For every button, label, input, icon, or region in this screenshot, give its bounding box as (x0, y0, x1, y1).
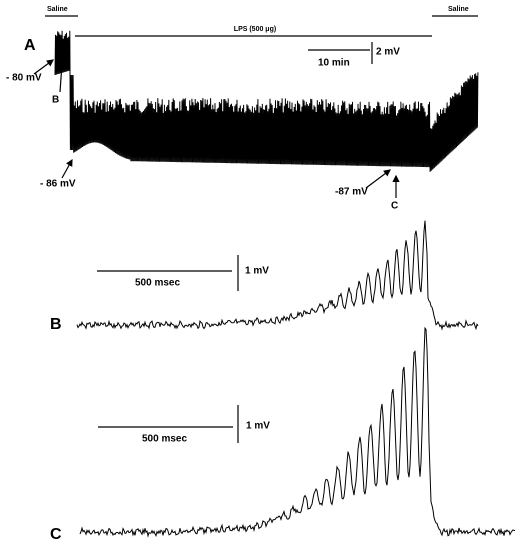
saline-label: Saline (47, 6, 68, 13)
scale-label: 1 mV (246, 421, 270, 432)
panel-letter: C (50, 526, 62, 543)
saline-label: Saline (448, 6, 469, 13)
trace (76, 220, 479, 331)
panel-letter: B (50, 316, 62, 333)
scale-label: 1 mV (245, 266, 269, 277)
annotation: - 86 mV (40, 179, 76, 190)
arrow (61, 158, 73, 179)
arrow (57, 62, 66, 93)
treatment-label: LPS (500 μg) (234, 26, 276, 33)
trace (79, 326, 516, 538)
scale-label: 10 min (318, 58, 350, 69)
annotation: B (52, 95, 59, 106)
panel-letter: A (24, 37, 36, 54)
scale-label: 500 msec (135, 278, 180, 289)
annotation: - 80 mV (6, 73, 42, 84)
arrow (365, 169, 391, 189)
trace (54, 30, 479, 172)
scale-label: 500 msec (142, 434, 187, 445)
scale-label: 2 mV (376, 47, 400, 58)
annotation: C (391, 201, 398, 212)
annotation: -87 mV (335, 187, 368, 198)
arrow (33, 59, 54, 75)
